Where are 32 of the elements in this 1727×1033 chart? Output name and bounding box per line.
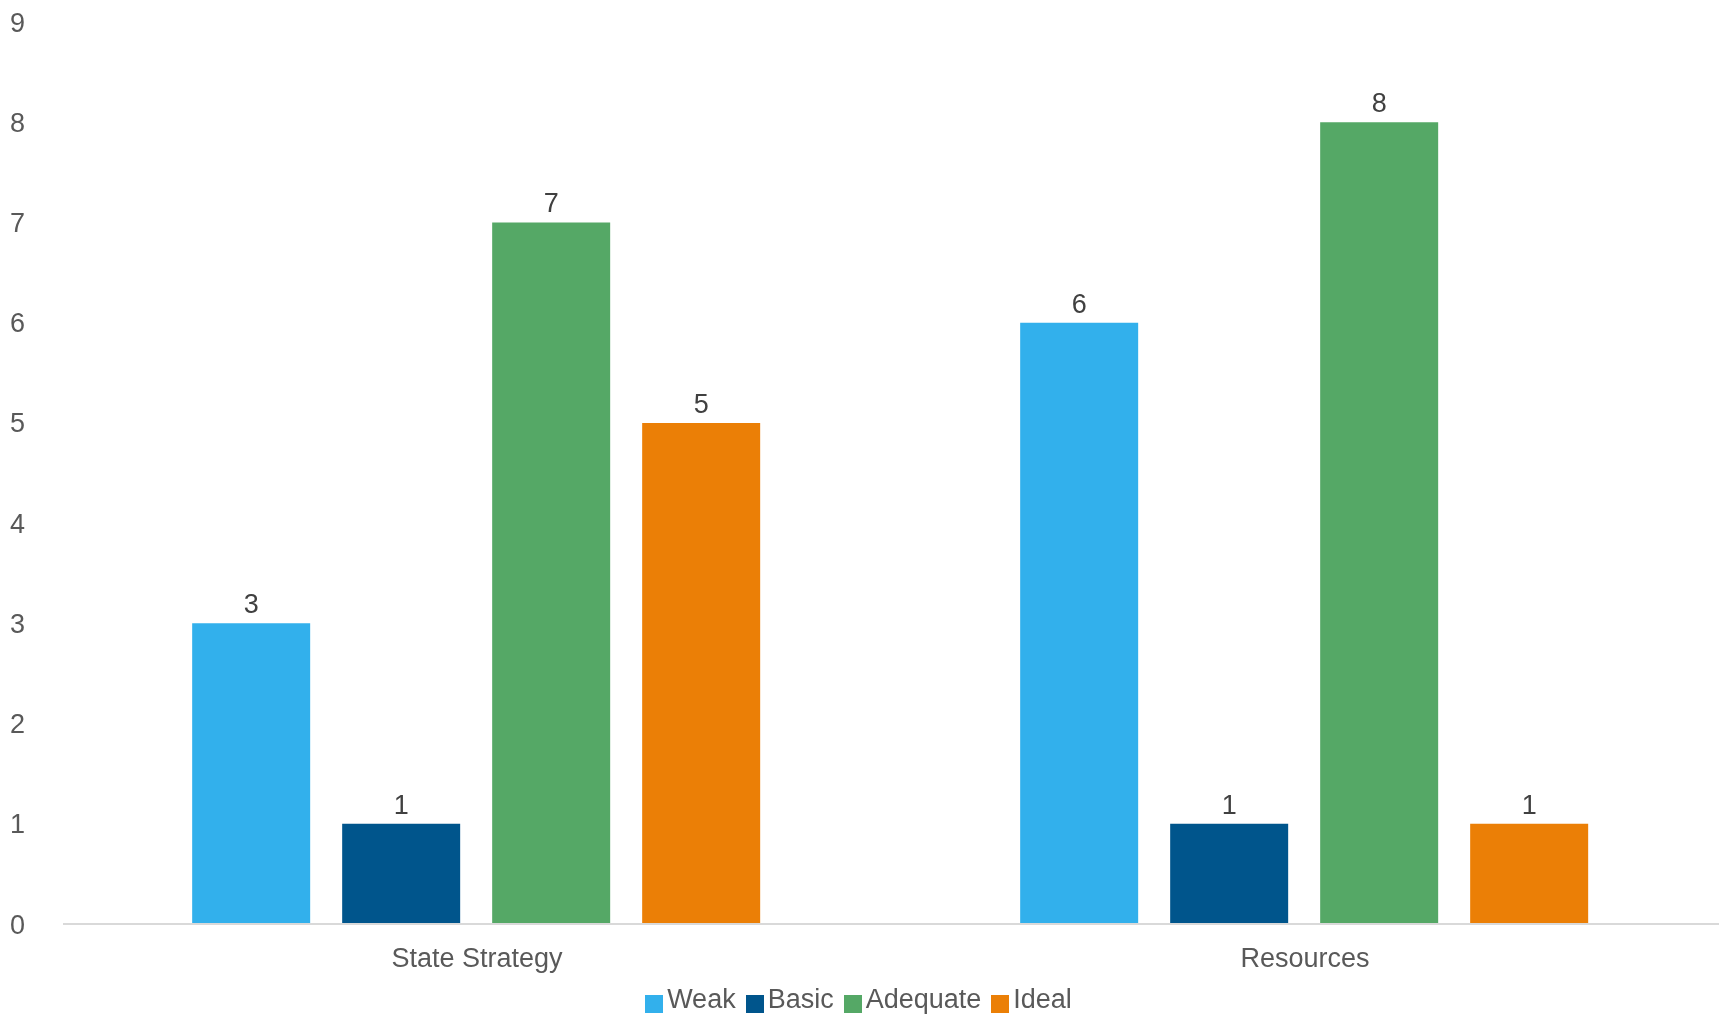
data-label: 3 [243,589,259,620]
data-label: 1 [1221,789,1237,820]
data-label: 8 [1371,88,1387,119]
bar [1170,823,1289,924]
bar [1470,823,1589,924]
x-tick-label: Resources [1240,943,1370,974]
data-label: 7 [543,188,559,219]
data-label: 5 [693,388,709,419]
y-tick-label: 8 [10,107,26,138]
legend-label: Weak [667,984,736,1014]
bar [1020,322,1139,924]
data-label: 1 [393,789,409,820]
y-tick-label: 9 [10,7,26,38]
legend-label: Ideal [1013,984,1072,1014]
legend-label: Adequate [865,984,982,1014]
y-tick-label: 2 [10,709,26,740]
data-label: 1 [1521,789,1537,820]
y-tick-label: 6 [10,308,26,339]
y-tick-label: 5 [10,408,26,439]
y-tick-label: 1 [10,809,26,840]
bar [642,422,761,924]
bar [1320,122,1439,924]
bar [492,222,611,924]
legend-label: Basic [767,984,834,1014]
y-tick-label: 3 [10,608,26,639]
y-tick-label: 0 [10,909,26,940]
data-label: 6 [1071,288,1087,319]
x-tick-label: State Strategy [391,943,564,974]
bar [192,623,311,924]
bar [342,823,461,924]
y-tick-label: 7 [10,208,26,239]
y-tick-label: 4 [10,508,26,539]
